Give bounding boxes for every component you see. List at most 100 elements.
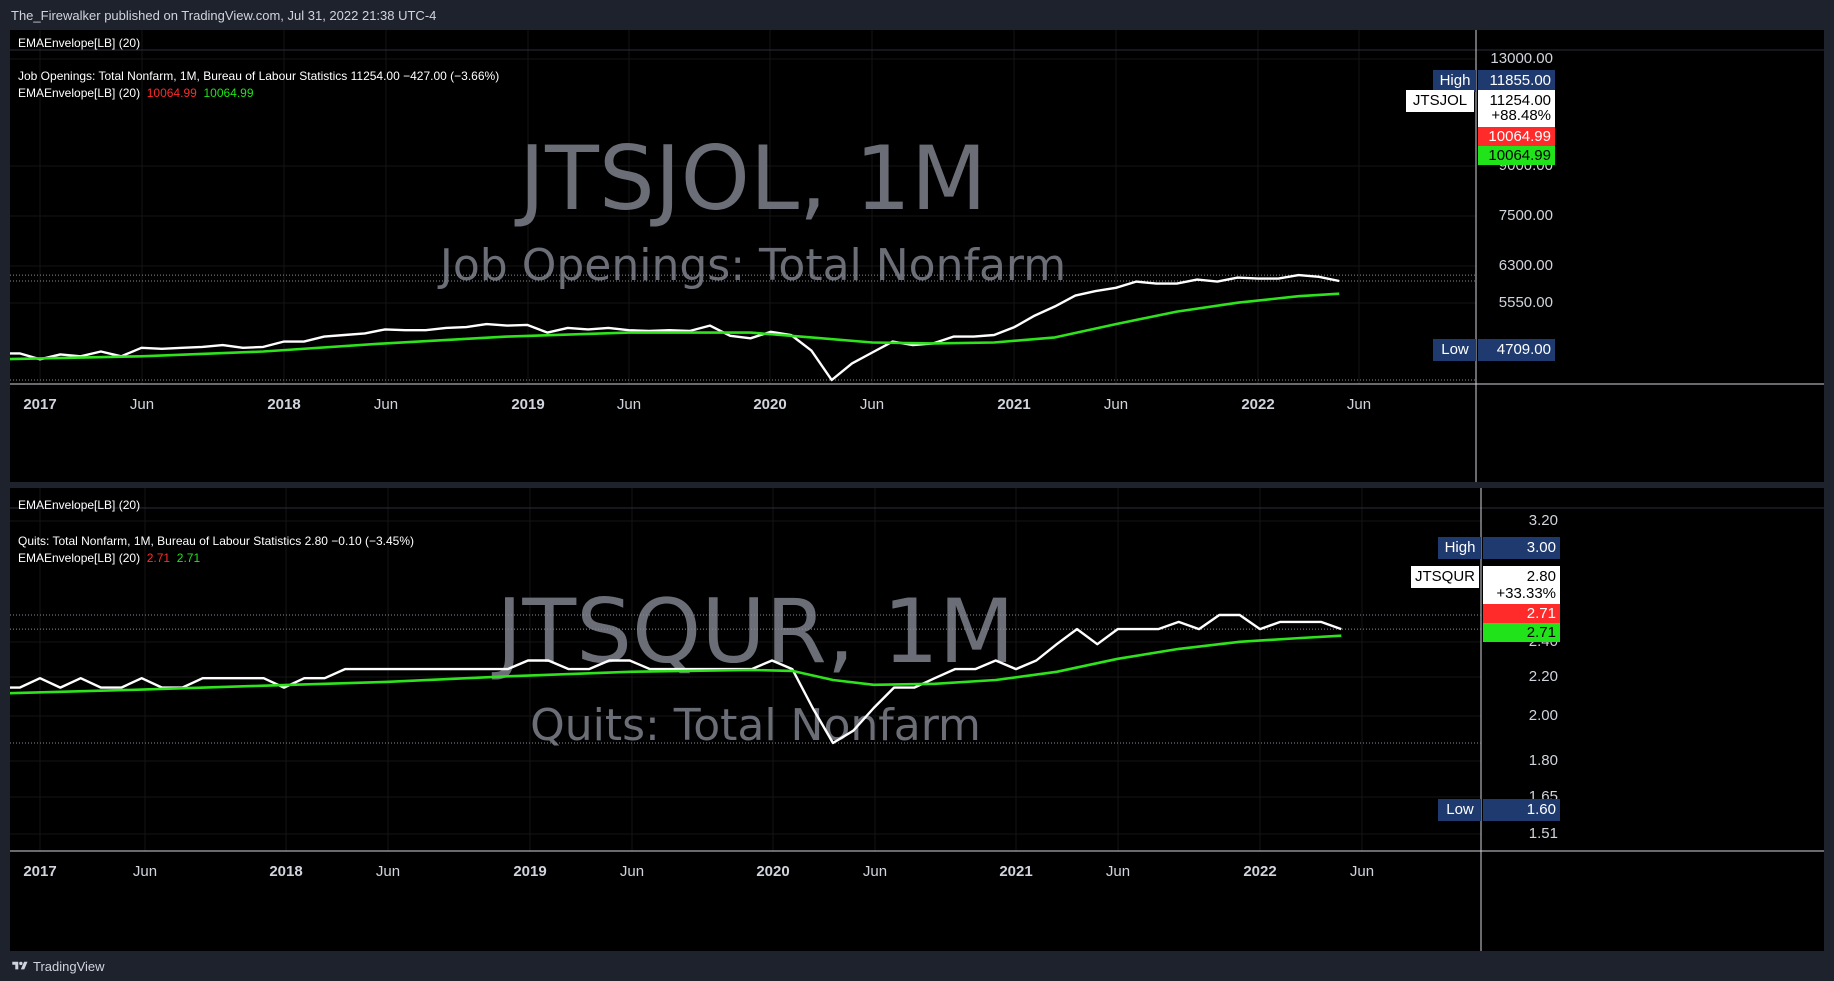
high-value-tag — [1483, 537, 1560, 559]
ema-legend-label: EMAEnvelope[LB] (20) — [18, 551, 141, 565]
symbol-tag-text: JTSQUR — [1415, 568, 1475, 585]
panel-separator[interactable] — [0, 482, 1834, 488]
x-tick-label: Jun — [1347, 396, 1371, 413]
watermark-name: Quits: Total Nonfarm — [530, 700, 981, 751]
high-label-text: High — [1440, 72, 1471, 89]
low-label-text: Low — [1446, 801, 1474, 818]
symbol-tag — [1411, 566, 1479, 588]
x-tick-label: 2017 — [23, 396, 56, 413]
watermark-name: Job Openings: Total Nonfarm — [437, 240, 1066, 291]
symbol-tag — [1406, 90, 1474, 112]
y-tick-label: 5550.00 — [1499, 294, 1553, 311]
publish-header: The_Firewalker published on TradingView.… — [0, 0, 1834, 30]
high-value-tag — [1478, 70, 1555, 92]
symbol-tag-text: JTSJOL — [1413, 92, 1467, 109]
chart-canvas-jtsjol[interactable]: JTSJOL, 1M Job Openings: Total Nonfarm 130… — [10, 30, 1824, 482]
high-label-tag — [1433, 70, 1476, 92]
last-change-text: +88.48% — [1491, 107, 1551, 124]
ema-lower-tag — [1478, 146, 1555, 165]
high-label-text: High — [1445, 539, 1476, 556]
x-tick-label: 2020 — [753, 396, 786, 413]
ema-lower-tag — [1483, 623, 1560, 642]
grid — [10, 30, 1476, 384]
ema-upper-tag-text: 2.71 — [1527, 605, 1556, 622]
y-tick-label: 7500.00 — [1499, 207, 1553, 224]
footer-bar: TradingView — [0, 951, 1834, 981]
low-value-text: 1.60 — [1527, 801, 1556, 818]
x-tick-label: 2022 — [1243, 863, 1276, 880]
chart-panel-jtsqur[interactable]: JTSQUR, 1M Quits: Total Nonfarm 3.20 2.20 2.… — [10, 488, 1824, 951]
y-tick-label: 2.20 — [1529, 668, 1558, 685]
ema-legend: EMAEnvelope[LB] (20) 2.71 2.71 — [18, 551, 200, 565]
x-tick-label: Jun — [620, 863, 644, 880]
chart-canvas-jtsqur[interactable]: JTSQUR, 1M Quits: Total Nonfarm 3.20 2.20 2.… — [10, 488, 1824, 951]
ema-upper-legend-value: 10064.99 — [146, 86, 197, 100]
footer-brand: TradingView — [33, 959, 105, 974]
x-tick-label: 2021 — [999, 863, 1032, 880]
high-value-text: 11855.00 — [1490, 72, 1551, 89]
high-label-tag — [1438, 537, 1481, 559]
last-value-tag — [1483, 566, 1560, 606]
left-frame — [0, 0, 10, 981]
ema-upper-tag-text: 10064.99 — [1488, 128, 1551, 145]
tradingview-logo-icon — [12, 961, 28, 970]
ema-upper-legend-value: 2.71 — [146, 551, 171, 565]
x-tick-label: Jun — [130, 396, 154, 413]
x-tick-label: 2020 — [756, 863, 789, 880]
x-tick-label: Jun — [1104, 396, 1128, 413]
low-label-tag — [1438, 799, 1481, 821]
y-tick-label: 6300.00 — [1499, 257, 1553, 274]
right-frame — [1824, 0, 1834, 981]
low-label-text: Low — [1441, 341, 1469, 358]
watermark-symbol: JTSJOL, 1M — [514, 127, 987, 230]
last-value-text: 2.80 — [1527, 568, 1556, 585]
price-series-line — [10, 613, 1342, 745]
ema-envelope-line — [10, 292, 1340, 361]
x-tick-label: 2018 — [269, 863, 302, 880]
x-tick-label: 2019 — [513, 863, 546, 880]
ema-lower-tag-text: 2.71 — [1527, 624, 1556, 641]
ema-legend-label: EMAEnvelope[LB] (20) — [18, 86, 141, 100]
low-value-tag — [1478, 339, 1555, 361]
y-tick-label: 1.80 — [1529, 752, 1558, 769]
y-tick-label: 13000.00 — [1490, 50, 1553, 67]
x-tick-label: 2019 — [511, 396, 544, 413]
x-tick-label: Jun — [374, 396, 398, 413]
indicator-title: EMAEnvelope[LB] (20) — [18, 36, 141, 50]
series-legend: Job Openings: Total Nonfarm, 1M, Bureau … — [18, 69, 500, 83]
grid — [10, 488, 1481, 851]
last-change-text: +33.33% — [1496, 585, 1556, 602]
x-tick-label: Jun — [376, 863, 400, 880]
last-value-text: 11254.00 — [1490, 92, 1551, 109]
last-value-tag — [1478, 90, 1555, 130]
ema-legend: EMAEnvelope[LB] (20) 10064.99 10064.99 — [18, 86, 254, 100]
ema-lower-legend-value: 10064.99 — [203, 86, 254, 100]
ema-lower-tag-text: 10064.99 — [1488, 147, 1551, 164]
x-tick-label: 2021 — [997, 396, 1030, 413]
x-tick-label: 2018 — [267, 396, 300, 413]
x-tick-label: 2022 — [1241, 396, 1274, 413]
y-tick-label: 2.00 — [1529, 707, 1558, 724]
x-tick-label: Jun — [1350, 863, 1374, 880]
low-value-text: 4709.00 — [1497, 341, 1551, 358]
chart-panel-jtsjol[interactable]: JTSJOL, 1M Job Openings: Total Nonfarm 130… — [10, 30, 1824, 482]
low-label-tag — [1433, 339, 1476, 361]
high-value-text: 3.00 — [1527, 539, 1556, 556]
publish-text: The_Firewalker published on TradingView.… — [11, 8, 437, 23]
x-tick-label: Jun — [863, 863, 887, 880]
x-tick-label: Jun — [860, 396, 884, 413]
x-tick-label: Jun — [1106, 863, 1130, 880]
price-series-line — [10, 273, 1340, 382]
y-tick-label: 1.51 — [1529, 825, 1558, 842]
ema-upper-tag — [1478, 127, 1555, 146]
ema-upper-tag — [1483, 604, 1560, 623]
y-tick-label: 3.20 — [1529, 512, 1558, 529]
series-legend: Quits: Total Nonfarm, 1M, Bureau of Labo… — [18, 534, 414, 548]
x-tick-label: 2017 — [23, 863, 56, 880]
indicator-title: EMAEnvelope[LB] (20) — [18, 498, 141, 512]
watermark-symbol: JTSQUR, 1M — [491, 580, 1014, 683]
ema-envelope-line — [10, 634, 1342, 695]
x-tick-label: Jun — [133, 863, 157, 880]
x-tick-label: Jun — [617, 396, 641, 413]
low-value-tag — [1483, 799, 1560, 821]
